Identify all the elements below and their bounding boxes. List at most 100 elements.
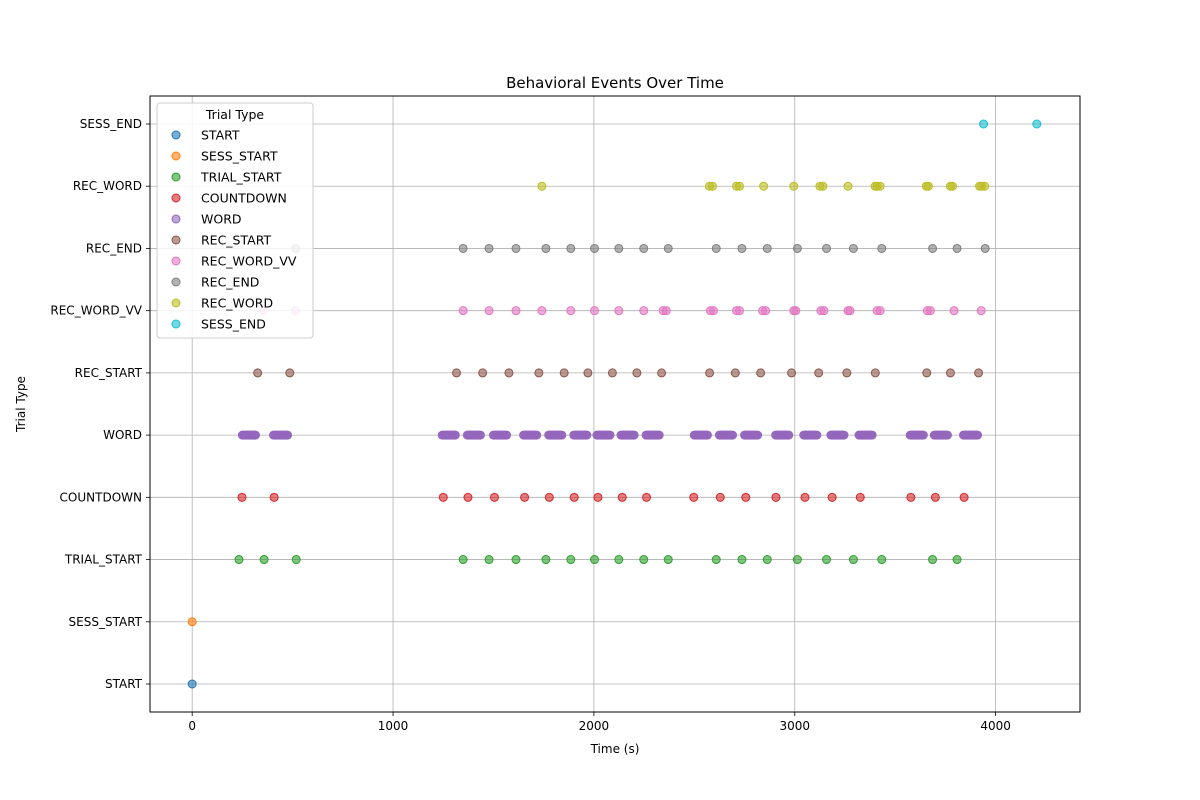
y-tick-label: SESS_START	[69, 615, 143, 629]
x-tick-label: 1000	[378, 719, 409, 733]
scatter-point	[787, 368, 797, 378]
scatter-point	[537, 181, 547, 191]
scatter-point	[735, 181, 745, 191]
scatter-point	[458, 243, 468, 253]
scatter-point	[792, 243, 802, 253]
scatter-point	[642, 492, 652, 502]
scatter-point	[582, 430, 592, 440]
legend-marker	[171, 277, 181, 287]
x-axis-title: Time (s)	[590, 742, 640, 756]
data-points	[187, 119, 1042, 689]
scatter-point	[759, 181, 769, 191]
legend-entry: REC_WORD_VV	[201, 254, 297, 269]
scatter-point	[661, 306, 671, 316]
scatter-point	[959, 492, 969, 502]
scatter-point	[818, 181, 828, 191]
scatter-point	[922, 368, 932, 378]
scatter-point	[877, 243, 887, 253]
scatter-point	[590, 243, 600, 253]
legend-entry: REC_WORD	[201, 296, 273, 311]
x-tick-label: 4000	[980, 719, 1011, 733]
scatter-point	[689, 492, 699, 502]
scatter-point	[730, 368, 740, 378]
scatter-point	[484, 306, 494, 316]
y-tick-label: REC_START	[75, 366, 143, 380]
scatter-point	[566, 555, 576, 565]
scatter-point	[504, 368, 514, 378]
y-axis-title: Trial Type	[14, 376, 28, 433]
scatter-point	[657, 368, 667, 378]
scatter-point	[875, 181, 885, 191]
scatter-point	[707, 181, 717, 191]
scatter-point	[976, 306, 986, 316]
scatter-point	[756, 368, 766, 378]
scatter-point	[534, 368, 544, 378]
scatter-point	[945, 368, 955, 378]
scatter-point	[639, 555, 649, 565]
scatter-point	[541, 555, 551, 565]
scatter-point	[822, 243, 832, 253]
scatter-point	[291, 555, 301, 565]
scatter-point	[812, 430, 822, 440]
legend-marker	[171, 256, 181, 266]
scatter-point	[979, 119, 989, 129]
scatter-point	[819, 306, 829, 316]
scatter-point	[753, 430, 763, 440]
scatter-point	[250, 430, 260, 440]
scatter-point	[639, 306, 649, 316]
legend-entry: SESS_START	[201, 149, 278, 164]
legend-marker	[171, 319, 181, 329]
scatter-point	[855, 492, 865, 502]
scatter-point	[639, 243, 649, 253]
axis-ticks: 0 1000 2000 3000 4000 START SESS_START TRIAL_ST…	[50, 117, 1011, 733]
scatter-point	[741, 492, 751, 502]
scatter-point	[822, 555, 832, 565]
scatter-point	[537, 306, 547, 316]
chart-title: Behavioral Events Over Time	[506, 74, 724, 92]
scatter-point	[484, 555, 494, 565]
scatter-point	[559, 368, 569, 378]
scatter-point	[843, 181, 853, 191]
legend-entry: REC_START	[201, 233, 271, 248]
scatter-point	[762, 243, 772, 253]
scatter-point	[569, 492, 579, 502]
scatter-point	[925, 306, 935, 316]
scatter-point	[632, 368, 642, 378]
scatter-point	[502, 430, 512, 440]
scatter-point	[973, 430, 983, 440]
scatter-point	[792, 555, 802, 565]
scatter-point	[848, 243, 858, 253]
scatter-point	[784, 430, 794, 440]
scatter-point	[663, 555, 673, 565]
scatter-point	[511, 306, 521, 316]
scatter-point	[761, 306, 771, 316]
scatter-point	[452, 368, 462, 378]
scatter-point	[800, 492, 810, 502]
scatter-point	[463, 492, 473, 502]
legend-marker	[171, 172, 181, 182]
scatter-point	[478, 368, 488, 378]
scatter-point	[511, 243, 521, 253]
scatter-point	[715, 492, 725, 502]
scatter-point	[848, 555, 858, 565]
scatter-point	[974, 368, 984, 378]
scatter-point	[928, 243, 938, 253]
scatter-point	[980, 181, 990, 191]
legend-marker	[171, 151, 181, 161]
scatter-point	[187, 679, 197, 689]
legend-box	[156, 102, 314, 339]
scatter-point	[737, 555, 747, 565]
scatter-point	[735, 306, 745, 316]
scatter-point	[947, 181, 957, 191]
scatter-point	[737, 243, 747, 253]
scatter-point	[839, 430, 849, 440]
x-tick-label: 3000	[779, 719, 810, 733]
scatter-point	[614, 306, 624, 316]
scatter-point	[711, 555, 721, 565]
scatter-point	[458, 306, 468, 316]
scatter-point	[728, 430, 738, 440]
scatter-point	[283, 430, 293, 440]
scatter-point	[617, 492, 627, 502]
